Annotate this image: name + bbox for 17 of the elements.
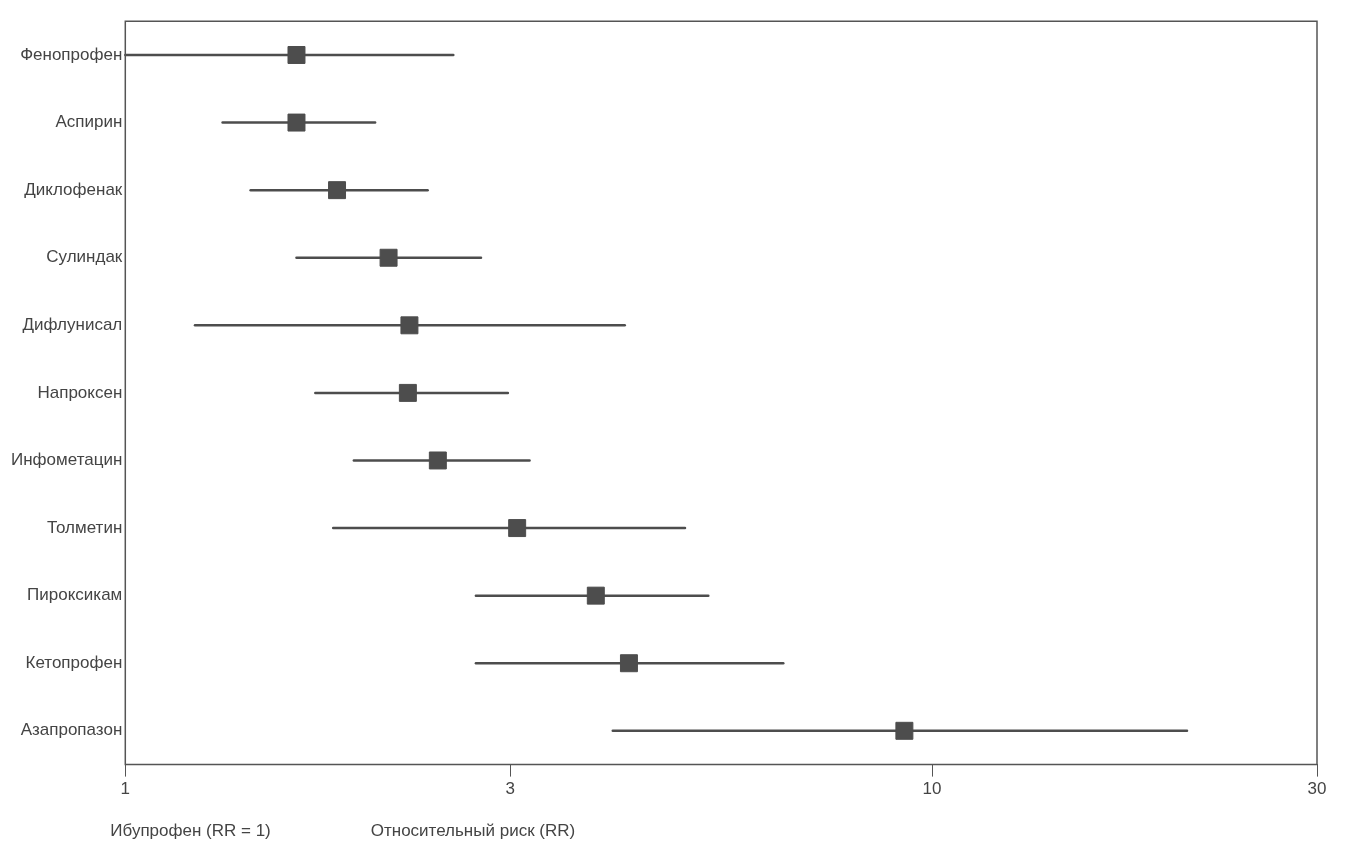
y-tick-label: Аспирин xyxy=(55,112,123,132)
x-axis-title: Относительный риск (RR) xyxy=(370,820,576,840)
y-tick-label: Азапропазон xyxy=(20,720,123,740)
y-tick-label: Инфометацин xyxy=(11,450,123,470)
y-tick-label: Кетопрофен xyxy=(25,652,123,672)
x-tick-label: 3 xyxy=(505,779,515,799)
text: Ибупрофен (RR = 1) xyxy=(110,820,271,840)
y-tick-label: Напроксен xyxy=(37,382,123,402)
x-tick-label: 30 xyxy=(1307,779,1327,799)
x-tick-label: 10 xyxy=(922,779,942,799)
y-tick-label: Диклофенак xyxy=(24,179,123,199)
y-tick-label: Толметин xyxy=(46,517,123,537)
y-tick-label: Пироксикам xyxy=(27,585,123,605)
y-tick-label: Дифлунисал xyxy=(22,315,123,335)
y-tick-label: Фенопрофен xyxy=(20,44,123,64)
x-tick-label: 1 xyxy=(120,779,131,799)
y-tick-label: Сулиндак xyxy=(46,247,123,267)
